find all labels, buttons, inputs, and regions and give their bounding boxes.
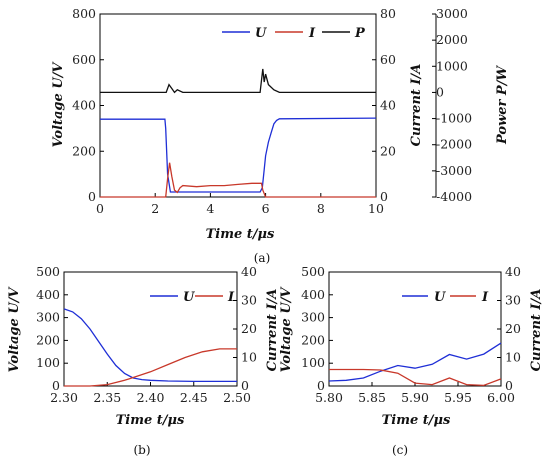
legend-b-i-label: I	[227, 290, 235, 305]
panel-b-xtick-label-1: 2.35	[93, 390, 121, 405]
legend-i-label: I	[308, 26, 316, 41]
panel-a-caption: (a)	[254, 251, 271, 265]
panel-c-right-tick-label-0: 0	[505, 378, 513, 393]
panel-a-ylabel-right1: Current I/A	[409, 64, 424, 147]
panel-c-left-tick-label-4: 400	[301, 287, 325, 302]
panel-a-right1-tick-label-2: 40	[380, 98, 396, 113]
panel-a-xtick-label-1: 2	[151, 201, 159, 216]
panel-b-right-tick-label-4: 40	[241, 264, 257, 279]
panel-a-ylabel-right2: Power P/W	[495, 65, 510, 145]
panel-c: 5.80 5.85 5.90 5.95 6.0001002003004005000102…	[279, 264, 544, 457]
panel-a-xtick-label-5: 10	[368, 201, 384, 216]
panel-b-series	[63, 308, 237, 387]
panel-b-ticks: 2.30 2.35 2.40 2.45 2.5001002003004005000102…	[36, 264, 257, 405]
panel-a-right2-tick-label-4: 0	[436, 84, 444, 99]
panel-b-left-tick-label-1: 100	[36, 355, 60, 370]
panel-b-left-tick-label-4: 400	[36, 287, 60, 302]
panel-a-right1-tick-label-1: 20	[380, 143, 396, 158]
panel-b-xlabel: Time t/μs	[116, 413, 185, 428]
panel-a-frame	[99, 13, 377, 198]
panel-a-left-tick-label-0: 0	[88, 189, 96, 204]
panel-a-xtick-label-3: 6	[262, 201, 270, 216]
panel-c-ylabel-left: Voltage U/V	[279, 286, 294, 373]
panel-c-xtick-label-1: 5.85	[358, 390, 386, 405]
panel-c-left-tick-label-1: 100	[301, 355, 325, 370]
panel-c-left-tick-label-5: 500	[301, 264, 325, 279]
panel-c-left-tick-label-3: 300	[301, 310, 325, 325]
panel-b-right-tick-label-0: 0	[241, 378, 249, 393]
panel-c-xtick-label-0: 5.80	[315, 390, 343, 405]
legend-b-u-label: U	[183, 290, 195, 305]
panel-a-xlabel: Time t/μs	[206, 227, 275, 242]
panel-b-ylabel-left: Voltage U/V	[7, 286, 22, 373]
panel-b-xtick-label-3: 2.45	[180, 390, 208, 405]
panel-c-ticks: 5.80 5.85 5.90 5.95 6.0001002003004005000102…	[301, 264, 521, 405]
panel-a-ylabel-left: Voltage U/V	[51, 61, 66, 148]
panel-a-right2-tick-label-7: 3000	[436, 6, 468, 21]
panel-c-xtick-label-3: 5.95	[444, 390, 472, 405]
panel-b-right-tick-label-2: 20	[241, 321, 257, 336]
panel-c-caption: (c)	[392, 443, 408, 457]
panel-c-ylabel-right: Current I/A	[529, 289, 544, 372]
panel-c-series-i	[329, 368, 502, 387]
panel-a-right1-tick-label-0: 0	[380, 189, 388, 204]
panel-b-caption: (b)	[133, 443, 150, 457]
panel-a-xtick-label-0: 0	[96, 201, 104, 216]
panel-c-right-tick-label-2: 20	[505, 321, 521, 336]
panel-b-series-u	[63, 308, 237, 383]
panel-a-left-tick-label-3: 600	[72, 52, 96, 67]
panel-b-left-tick-label-5: 500	[36, 264, 60, 279]
panel-a-xtick-label-4: 8	[317, 201, 325, 216]
panel-a-xtick-label-2: 4	[206, 201, 214, 216]
panel-b-left-tick-label-0: 0	[52, 378, 60, 393]
panel-c-xlabel: Time t/μs	[382, 413, 451, 428]
panel-a-right1-tick-label-4: 80	[380, 6, 396, 21]
panel-a-right2-tick-label-5: 1000	[436, 58, 468, 73]
panel-b-series-i	[64, 348, 237, 387]
panel-b-left-tick-label-3: 300	[36, 310, 60, 325]
panel-a-right2-tick-label-1: -3000	[436, 163, 472, 178]
panel-c-xtick-label-2: 5.90	[401, 390, 429, 405]
panel-b-right-tick-label-1: 10	[241, 350, 257, 365]
legend-u-label: U	[255, 26, 267, 41]
panel-a-right2-tick-label-2: -2000	[436, 137, 472, 152]
panel-b: 2.30 2.35 2.40 2.45 2.5001002003004005000102…	[7, 264, 280, 457]
panel-b-right-tick-label-3: 30	[241, 293, 257, 308]
panel-a-ticks: 0 2 4 6 8 100200400600800020406080-4000-3000-…	[72, 6, 472, 216]
panel-a: 0 2 4 6 8 100200400600800020406080-4000-3000-…	[51, 6, 510, 265]
panel-a-left-tick-label-1: 200	[72, 143, 96, 158]
legend-p-label: P	[354, 26, 366, 41]
panel-a-left-tick-label-4: 800	[72, 6, 96, 21]
panel-a-series-i	[100, 162, 376, 198]
panel-c-left-tick-label-0: 0	[317, 378, 325, 393]
panel-a-series-p	[100, 68, 376, 94]
panel-a-right1-tick-label-3: 60	[380, 52, 396, 67]
panel-c-left-tick-label-2: 200	[301, 332, 325, 347]
panel-a-series	[100, 68, 377, 198]
panel-a-right2-tick-label-3: -1000	[436, 111, 472, 126]
panel-a-right2-tick-label-6: 2000	[436, 32, 468, 47]
panel-a-right2-tick-label-0: -4000	[436, 189, 472, 204]
panel-c-right-tick-label-1: 10	[505, 350, 521, 365]
panel-b-xtick-label-2: 2.40	[137, 390, 165, 405]
panel-b-xtick-label-0: 2.30	[50, 390, 78, 405]
panel-c-series-u	[328, 342, 502, 382]
legend-c-i-label: I	[481, 290, 489, 305]
panel-b-xtick-label-4: 2.50	[223, 390, 251, 405]
panel-b-ylabel-right: Current I/A	[265, 289, 280, 372]
panel-c-series	[328, 342, 502, 387]
legend-c-u-label: U	[434, 290, 446, 305]
panel-a-series-u	[100, 117, 377, 193]
panel-c-xtick-label-4: 6.00	[487, 390, 515, 405]
panel-b-left-tick-label-2: 200	[36, 332, 60, 347]
panel-c-right-tick-label-3: 30	[505, 293, 521, 308]
panel-a-left-tick-label-2: 400	[72, 98, 96, 113]
panel-c-right-tick-label-4: 40	[505, 264, 521, 279]
